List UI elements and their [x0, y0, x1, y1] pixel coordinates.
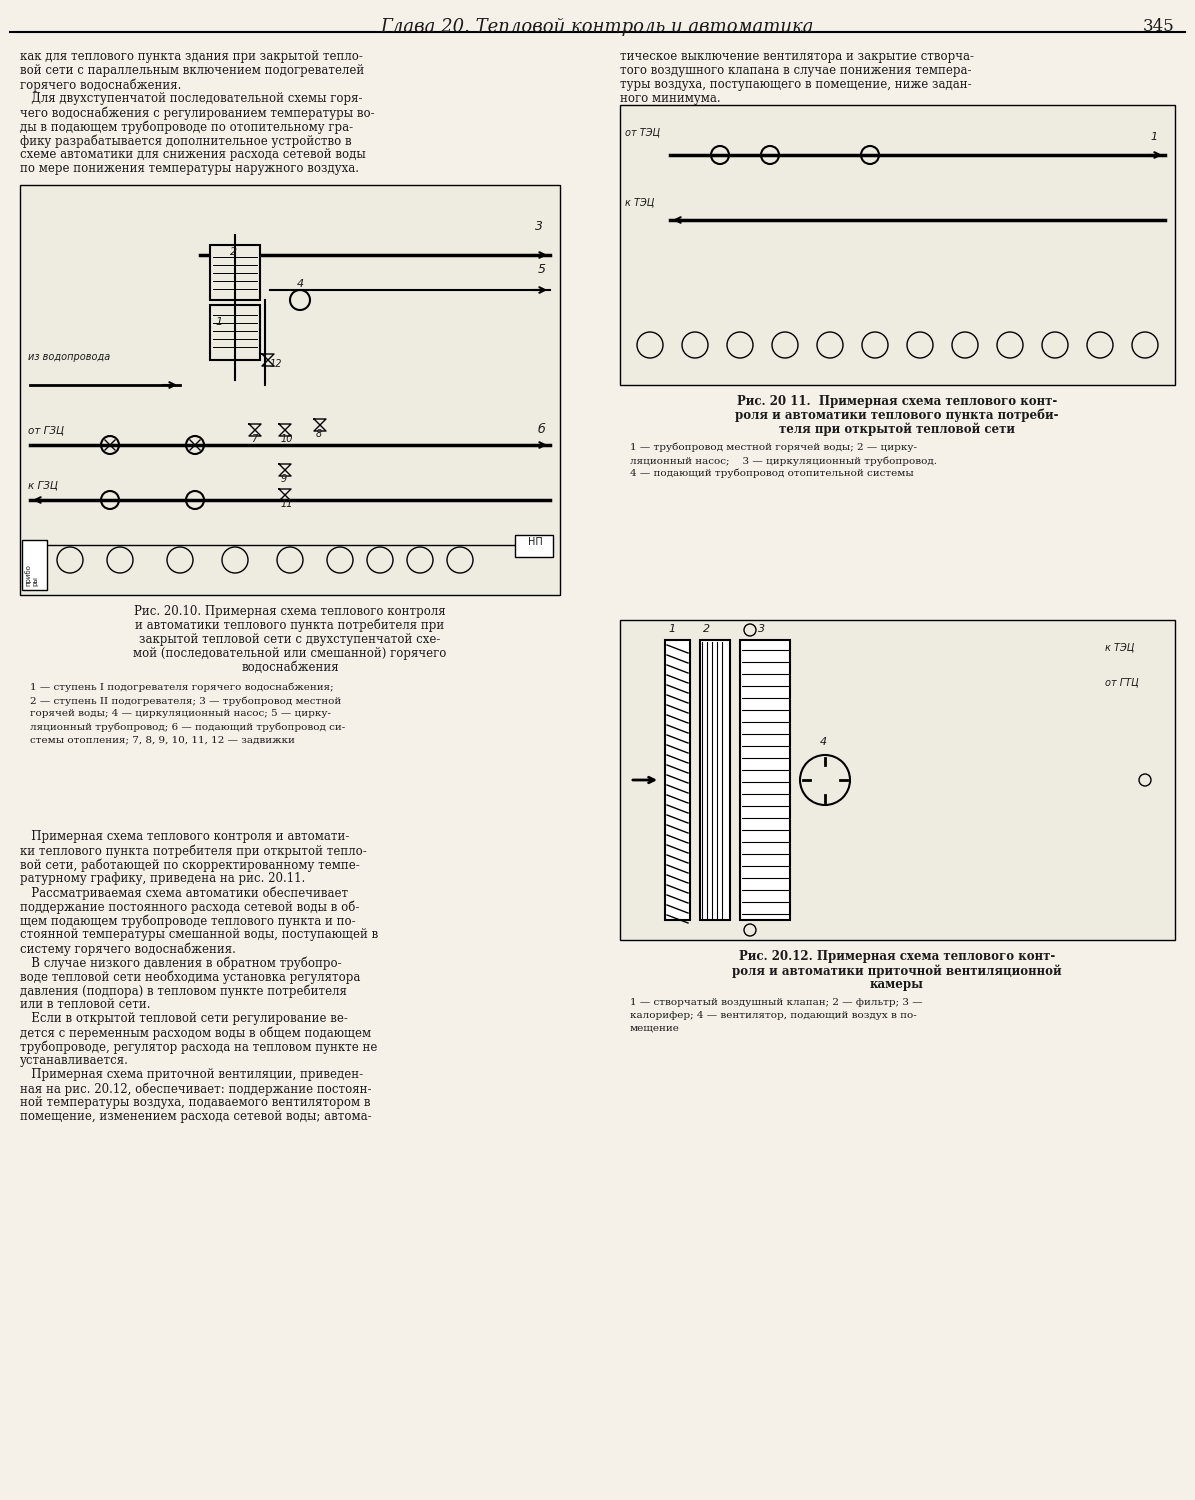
Text: Для двухступенчатой последовательной схемы горя-: Для двухступенчатой последовательной схе…	[20, 92, 362, 105]
Text: 1: 1	[215, 316, 222, 327]
Bar	[740, 640, 790, 920]
Text: стемы отопления; 7, 8, 9, 10, 11, 12 — задвижки: стемы отопления; 7, 8, 9, 10, 11, 12 — з…	[30, 735, 295, 744]
Text: щем подающем трубопроводе теплового пункта и по-: щем подающем трубопроводе теплового пунк…	[20, 914, 356, 927]
Text: фику разрабатывается дополнительное устройство в: фику разрабатывается дополнительное устр…	[20, 134, 351, 147]
Text: Примерная схема приточной вентиляции, приведен-: Примерная схема приточной вентиляции, пр…	[20, 1068, 363, 1082]
Text: 7: 7	[251, 433, 257, 444]
Text: ды в подающем трубопроводе по отопительному гра-: ды в подающем трубопроводе по отопительн…	[20, 120, 354, 134]
Text: к ТЭЦ: к ТЭЦ	[625, 196, 655, 207]
Text: 10: 10	[281, 433, 294, 444]
Text: 5: 5	[538, 262, 546, 276]
Text: ляционный трубопровод; 6 — подающий трубопровод си-: ляционный трубопровод; 6 — подающий труб…	[30, 722, 345, 732]
Text: ная на рис. 20.12, обеспечивает: поддержание постоян-: ная на рис. 20.12, обеспечивает: поддерж…	[20, 1082, 372, 1095]
Text: из водопровода: из водопровода	[27, 352, 110, 362]
Text: ного минимума.: ного минимума.	[620, 92, 721, 105]
Text: чего водоснабжения с регулированием температуры во-: чего водоснабжения с регулированием темп…	[20, 106, 374, 120]
Text: поддержание постоянного расхода сетевой воды в об-: поддержание постоянного расхода сетевой …	[20, 900, 360, 914]
Text: схеме автоматики для снижения расхода сетевой воды: схеме автоматики для снижения расхода се…	[20, 148, 366, 160]
Text: 1 — ступень I подогревателя горячего водоснабжения;: 1 — ступень I подогревателя горячего вод…	[30, 682, 333, 693]
Bar	[620, 620, 1175, 940]
Text: ки теплового пункта потребителя при открытой тепло-: ки теплового пункта потребителя при откр…	[20, 844, 367, 858]
Text: 9: 9	[281, 474, 287, 484]
Text: В случае низкого давления в обратном трубопро-: В случае низкого давления в обратном тру…	[20, 956, 342, 969]
Text: 4: 4	[298, 279, 304, 290]
Text: Рис. 20 11.  Примерная схема теплового конт-: Рис. 20 11. Примерная схема теплового ко…	[737, 394, 1058, 408]
Text: роля и автоматики приточной вентиляционной: роля и автоматики приточной вентиляционн…	[733, 964, 1062, 978]
Text: 4: 4	[820, 736, 827, 747]
Text: от ТЭЦ: от ТЭЦ	[625, 128, 660, 136]
Text: 2 — ступень II подогревателя; 3 — трубопровод местной: 2 — ступень II подогревателя; 3 — трубоп…	[30, 696, 342, 705]
Text: горячей воды; 4 — циркуляционный насос; 5 — цирку-: горячей воды; 4 — циркуляционный насос; …	[30, 710, 331, 718]
Text: НП: НП	[528, 537, 543, 548]
Text: Глава 20. Тепловой контроль и автоматика: Глава 20. Тепловой контроль и автоматика	[380, 18, 814, 36]
Text: как для теплового пункта здания при закрытой тепло-: как для теплового пункта здания при закр…	[20, 50, 363, 63]
Text: 1: 1	[1150, 132, 1157, 142]
Text: горячего водоснабжения.: горячего водоснабжения.	[20, 78, 182, 92]
Text: вой сети с параллельным включением подогревателей: вой сети с параллельным включением подог…	[20, 64, 364, 76]
Bar	[620, 105, 1175, 386]
Text: стоянной температуры смешанной воды, поступающей в: стоянной температуры смешанной воды, пос…	[20, 928, 379, 940]
Text: трубопроводе, регулятор расхода на тепловом пункте не: трубопроводе, регулятор расхода на тепло…	[20, 1040, 378, 1053]
Text: давления (подпора) в тепловом пункте потребителя: давления (подпора) в тепловом пункте пот…	[20, 984, 347, 998]
Text: от ГЗЦ: от ГЗЦ	[27, 424, 65, 435]
Text: вой сети, работающей по скорректированному темпе-: вой сети, работающей по скорректированно…	[20, 858, 360, 871]
Text: Примерная схема теплового контроля и автомати-: Примерная схема теплового контроля и авт…	[20, 830, 349, 843]
Text: теля при открытой тепловой сети: теля при открытой тепловой сети	[779, 423, 1015, 436]
Text: тическое выключение вентилятора и закрытие створча-: тическое выключение вентилятора и закрыт…	[620, 50, 974, 63]
Text: к ТЭЦ: к ТЭЦ	[1105, 642, 1134, 652]
Text: помещение, изменением расхода сетевой воды; автома-: помещение, изменением расхода сетевой во…	[20, 1110, 372, 1124]
Bar	[22, 540, 47, 590]
Text: 1 — трубопровод местной горячей воды; 2 — цирку-: 1 — трубопровод местной горячей воды; 2 …	[630, 442, 917, 453]
Text: прибо
ры: прибо ры	[25, 564, 38, 586]
Text: б: б	[538, 423, 546, 436]
Text: ляционный насос;    3 — циркуляционный трубопровод.: ляционный насос; 3 — циркуляционный труб…	[630, 456, 937, 465]
Text: устанавливается.: устанавливается.	[20, 1054, 129, 1066]
Text: калорифер; 4 — вентилятор, подающий воздух в по-: калорифер; 4 — вентилятор, подающий возд…	[630, 1011, 917, 1020]
Text: к ГЗЦ: к ГЗЦ	[27, 480, 57, 490]
Bar	[664, 640, 690, 920]
Text: 2: 2	[703, 624, 710, 634]
Text: туры воздуха, поступающего в помещение, ниже задан-: туры воздуха, поступающего в помещение, …	[620, 78, 972, 92]
Text: закрытой тепловой сети с двухступенчатой схе-: закрытой тепловой сети с двухступенчатой…	[140, 633, 441, 646]
Bar	[700, 640, 730, 920]
Text: Если в открытой тепловой сети регулирование ве-: Если в открытой тепловой сети регулирова…	[20, 1013, 348, 1025]
Text: мещение: мещение	[630, 1024, 680, 1033]
Bar	[210, 244, 261, 300]
Text: водоснабжения: водоснабжения	[241, 662, 339, 674]
Text: камеры: камеры	[870, 978, 924, 992]
Bar	[515, 536, 553, 556]
Text: ратурному графику, приведена на рис. 20.11.: ратурному графику, приведена на рис. 20.…	[20, 871, 305, 885]
Text: 1: 1	[668, 624, 675, 634]
Text: того воздушного клапана в случае понижения темпера-: того воздушного клапана в случае понижен…	[620, 64, 972, 76]
Text: дется с переменным расходом воды в общем подающем: дется с переменным расходом воды в общем…	[20, 1026, 372, 1039]
Text: или в тепловой сети.: или в тепловой сети.	[20, 998, 151, 1011]
Text: Рис. 20.10. Примерная схема теплового контроля: Рис. 20.10. Примерная схема теплового ко…	[134, 604, 446, 618]
Text: 1 — створчатый воздушный клапан; 2 — фильтр; 3 —: 1 — створчатый воздушный клапан; 2 — фил…	[630, 998, 923, 1006]
Text: систему горячего водоснабжения.: систему горячего водоснабжения.	[20, 942, 235, 956]
Text: роля и автоматики теплового пункта потреби-: роля и автоматики теплового пункта потре…	[735, 410, 1059, 423]
Text: мой (последовательной или смешанной) горячего: мой (последовательной или смешанной) гор…	[134, 646, 447, 660]
Text: от ГТЦ: от ГТЦ	[1105, 676, 1139, 687]
Text: 2: 2	[229, 248, 237, 256]
Text: 4 — подающий трубопровод отопительной системы: 4 — подающий трубопровод отопительной си…	[630, 470, 914, 478]
Bar	[210, 304, 261, 360]
Text: 3: 3	[758, 624, 765, 634]
Text: Рис. 20.12. Примерная схема теплового конт-: Рис. 20.12. Примерная схема теплового ко…	[739, 950, 1055, 963]
Text: Рассматриваемая схема автоматики обеспечивает: Рассматриваемая схема автоматики обеспеч…	[20, 886, 348, 900]
Text: по мере понижения температуры наружного воздуха.: по мере понижения температуры наружного …	[20, 162, 358, 176]
Text: воде тепловой сети необходима установка регулятора: воде тепловой сети необходима установка …	[20, 970, 361, 984]
Text: и автоматики теплового пункта потребителя при: и автоматики теплового пункта потребител…	[135, 620, 445, 633]
Text: 8: 8	[315, 429, 323, 439]
Text: 345: 345	[1144, 18, 1175, 34]
Text: 3: 3	[535, 220, 543, 232]
Text: ной температуры воздуха, подаваемого вентилятором в: ной температуры воздуха, подаваемого вен…	[20, 1096, 370, 1108]
Text: 12: 12	[270, 358, 282, 369]
Bar	[20, 184, 560, 596]
Text: 11: 11	[281, 500, 294, 508]
